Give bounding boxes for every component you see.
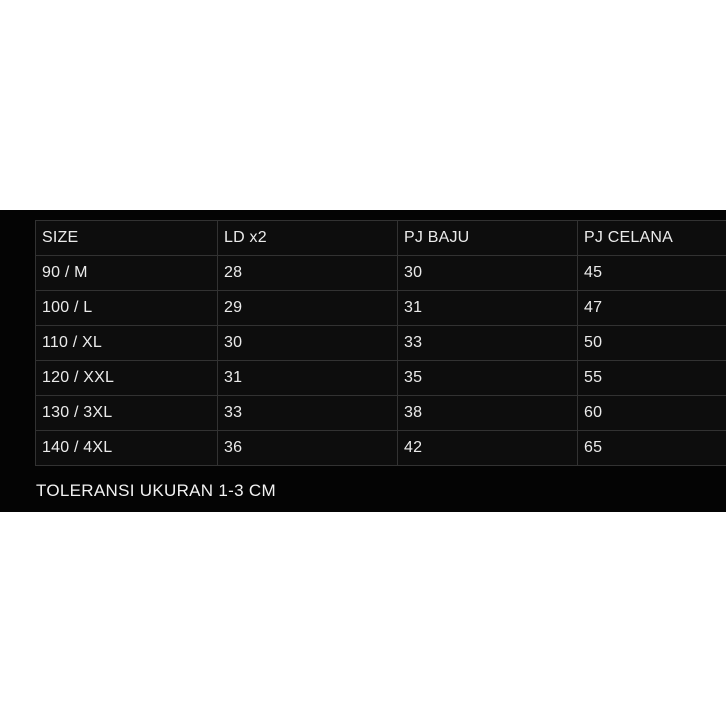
table-row: 110 / XL 30 33 50 <box>35 325 726 361</box>
table-cell-ld: 31 <box>217 360 398 396</box>
table-row: 140 / 4XL 36 42 65 <box>35 430 726 466</box>
table-cell-ld: 36 <box>217 430 398 466</box>
table-cell-size: 120 / XXL <box>35 360 218 396</box>
size-chart-panel: SIZE LD x2 PJ BAJU PJ CELANA 90 / M 28 3… <box>0 210 726 512</box>
column-header-ld-x2: LD x2 <box>217 220 398 256</box>
size-table: SIZE LD x2 PJ BAJU PJ CELANA 90 / M 28 3… <box>35 220 726 466</box>
table-cell-pj-celana: 45 <box>577 255 726 291</box>
table-cell-size: 100 / L <box>35 290 218 326</box>
table-row: 130 / 3XL 33 38 60 <box>35 395 726 431</box>
table-row: 100 / L 29 31 47 <box>35 290 726 326</box>
table-row: 120 / XXL 31 35 55 <box>35 360 726 396</box>
table-cell-pj-baju: 38 <box>397 395 578 431</box>
table-cell-pj-baju: 30 <box>397 255 578 291</box>
column-header-pj-celana: PJ CELANA <box>577 220 726 256</box>
table-cell-size: 90 / M <box>35 255 218 291</box>
table-row: 90 / M 28 30 45 <box>35 255 726 291</box>
table-cell-ld: 33 <box>217 395 398 431</box>
table-cell-ld: 29 <box>217 290 398 326</box>
table-cell-pj-celana: 65 <box>577 430 726 466</box>
table-cell-size: 130 / 3XL <box>35 395 218 431</box>
table-cell-pj-celana: 47 <box>577 290 726 326</box>
table-cell-ld: 28 <box>217 255 398 291</box>
table-cell-size: 140 / 4XL <box>35 430 218 466</box>
column-header-pj-baju: PJ BAJU <box>397 220 578 256</box>
table-cell-pj-celana: 55 <box>577 360 726 396</box>
table-cell-size: 110 / XL <box>35 325 218 361</box>
tolerance-note: TOLERANSI UKURAN 1-3 CM <box>36 481 276 500</box>
table-cell-ld: 30 <box>217 325 398 361</box>
table-cell-pj-baju: 33 <box>397 325 578 361</box>
table-cell-pj-celana: 50 <box>577 325 726 361</box>
table-cell-pj-celana: 60 <box>577 395 726 431</box>
table-cell-pj-baju: 42 <box>397 430 578 466</box>
table-cell-pj-baju: 35 <box>397 360 578 396</box>
column-header-size: SIZE <box>35 220 218 256</box>
table-cell-pj-baju: 31 <box>397 290 578 326</box>
header-row: SIZE LD x2 PJ BAJU PJ CELANA <box>35 220 726 256</box>
